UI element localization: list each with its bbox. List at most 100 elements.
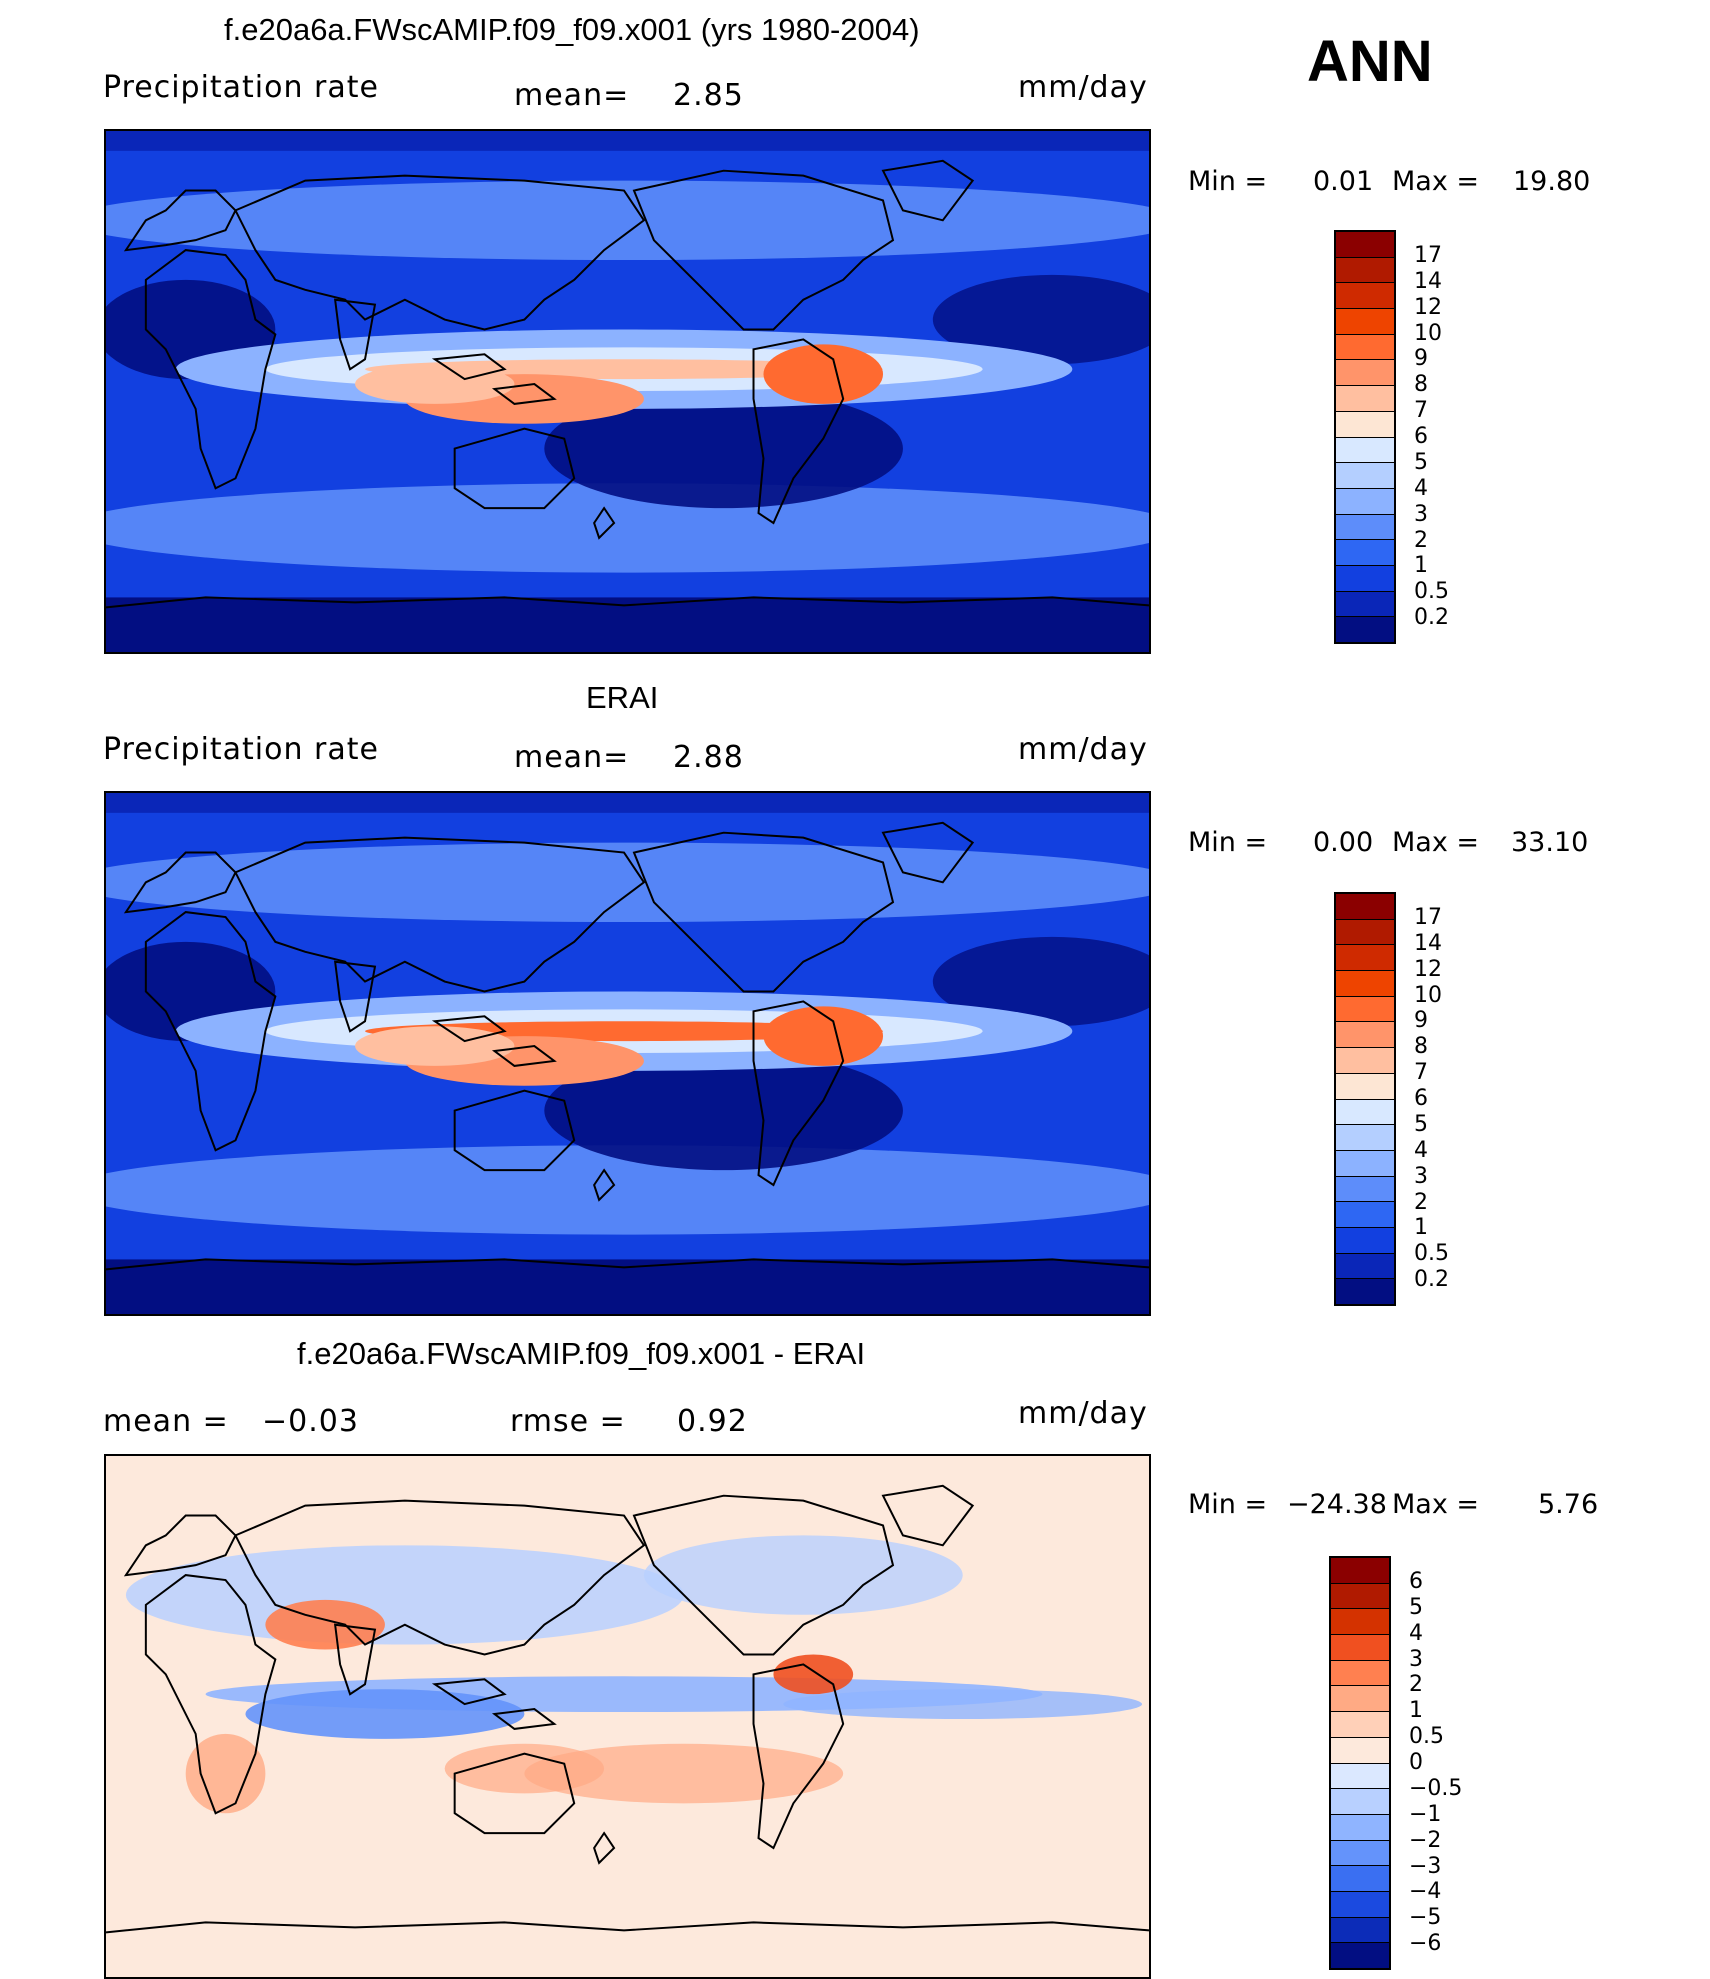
colorbar-swatch <box>1336 970 1394 996</box>
coastline <box>632 831 895 993</box>
coastline <box>593 506 616 540</box>
coastline <box>234 836 646 993</box>
colorbar-swatch <box>1331 1711 1389 1737</box>
colorbar-swatch <box>1331 1865 1389 1891</box>
colorbar <box>1329 1556 1391 1970</box>
coastline <box>593 1168 616 1202</box>
colorbar-swatch <box>1336 1021 1394 1048</box>
colorbar-tick-label: −5 <box>1409 1905 1442 1931</box>
coastline <box>491 383 557 405</box>
variable-label: Precipitation rate <box>103 732 379 767</box>
coastline <box>453 427 576 510</box>
colorbar-tick-label: 4 <box>1414 1137 1428 1163</box>
colorbar-tick-label: 3 <box>1414 1163 1428 1189</box>
colorbar-tick-label: 0.5 <box>1414 579 1449 605</box>
coastline <box>144 249 277 490</box>
colorbar-swatch <box>1331 1942 1389 1968</box>
coastline <box>123 189 237 252</box>
colorbar-swatch <box>1336 462 1394 488</box>
min-value: −24.38 <box>1287 1489 1387 1520</box>
coastline <box>144 911 277 1152</box>
coastline <box>123 851 237 914</box>
mean-value: −0.03 <box>262 1404 359 1439</box>
mean-label: mean = <box>103 1404 229 1439</box>
colorbar-swatch <box>1331 1762 1389 1789</box>
min-value: 0.00 <box>1313 827 1374 858</box>
rmse-value: 0.92 <box>677 1404 748 1439</box>
colorbar-swatch <box>1336 918 1394 945</box>
colorbar-swatch <box>1336 333 1394 360</box>
colorbar-tick-label: 2 <box>1409 1672 1423 1698</box>
colorbar-swatch <box>1336 1226 1394 1253</box>
colorbar-tick-label: 5 <box>1414 1111 1428 1137</box>
colorbar-swatch <box>1336 232 1394 257</box>
coastline <box>752 1000 845 1187</box>
colorbar-swatch <box>1331 1608 1389 1635</box>
colorbar-tick-label: 6 <box>1414 424 1428 449</box>
mean-label: mean= <box>514 78 630 113</box>
coastline <box>431 1015 507 1043</box>
colorbar-swatch <box>1331 1890 1389 1917</box>
colorbar-swatch <box>1336 1072 1394 1099</box>
colorbar-swatch <box>1331 1839 1389 1866</box>
coastline <box>234 1499 646 1656</box>
colorbar-swatch <box>1336 256 1394 283</box>
coastline <box>453 1089 576 1172</box>
precip-map <box>104 791 1151 1316</box>
colorbar-tick-label: 10 <box>1414 320 1442 346</box>
max-label: Max = <box>1392 827 1480 858</box>
coastline <box>491 1045 557 1067</box>
colorbar-swatch <box>1331 1788 1389 1814</box>
coastline <box>881 821 975 884</box>
colorbar-swatch <box>1331 1916 1389 1943</box>
colorbar-swatch <box>1331 1558 1389 1583</box>
colorbar-tick-label: 12 <box>1414 956 1442 982</box>
colorbar-swatch <box>1336 995 1394 1022</box>
min-label: Min = <box>1188 166 1268 197</box>
colorbar-swatch <box>1336 385 1394 411</box>
colorbar-tick-label: 6 <box>1414 1086 1428 1111</box>
units-label: mm/day <box>1018 1396 1148 1431</box>
colorbar-tick-label: 3 <box>1409 1646 1423 1672</box>
colorbar-tick-label: 4 <box>1414 475 1428 501</box>
colorbar-swatch <box>1331 1813 1389 1840</box>
coastline <box>333 298 377 371</box>
colorbar-tick-label: 0.2 <box>1414 605 1449 631</box>
coastline <box>333 1623 377 1696</box>
colorbar-swatch <box>1336 1149 1394 1176</box>
colorbar-swatch <box>1336 1175 1394 1202</box>
colorbar-swatch <box>1336 487 1394 514</box>
colorbar-swatch <box>1336 1201 1394 1227</box>
colorbar-swatch <box>1331 1736 1389 1763</box>
season-label: ANN <box>1307 29 1433 94</box>
map-canvas <box>106 131 1149 652</box>
colorbar-swatch <box>1336 436 1394 463</box>
colorbar-swatch <box>1331 1634 1389 1660</box>
colorbar-tick-label: 3 <box>1414 501 1428 527</box>
colorbar-tick-label: 7 <box>1414 1060 1428 1086</box>
colorbar-swatch <box>1336 894 1394 919</box>
coastline <box>881 1484 975 1547</box>
colorbar-tick-label: 12 <box>1414 294 1442 320</box>
colorbar-tick-label: 0.5 <box>1414 1241 1449 1267</box>
colorbar-swatch <box>1336 539 1394 565</box>
colorbar-swatch <box>1336 1252 1394 1279</box>
max-value: 5.76 <box>1538 1489 1599 1520</box>
colorbar-swatch <box>1336 410 1394 437</box>
mean-value: 2.88 <box>673 740 744 775</box>
colorbar-tick-label: −0.5 <box>1409 1775 1463 1801</box>
map-canvas <box>106 793 1149 1314</box>
colorbar-swatch <box>1331 1582 1389 1609</box>
colorbar-tick-label: 17 <box>1414 242 1442 268</box>
colorbar-swatch <box>1336 359 1394 386</box>
max-value: 19.80 <box>1513 166 1591 197</box>
coastline <box>144 1574 277 1815</box>
coastline <box>106 596 1149 609</box>
coastline <box>431 1678 507 1706</box>
max-value: 33.10 <box>1511 827 1589 858</box>
colorbar-tick-label: 2 <box>1414 527 1428 553</box>
colorbar-tick-label: 0.2 <box>1414 1267 1449 1293</box>
coastline <box>106 1921 1149 1934</box>
min-label: Min = <box>1188 827 1268 858</box>
coastline <box>234 174 646 331</box>
